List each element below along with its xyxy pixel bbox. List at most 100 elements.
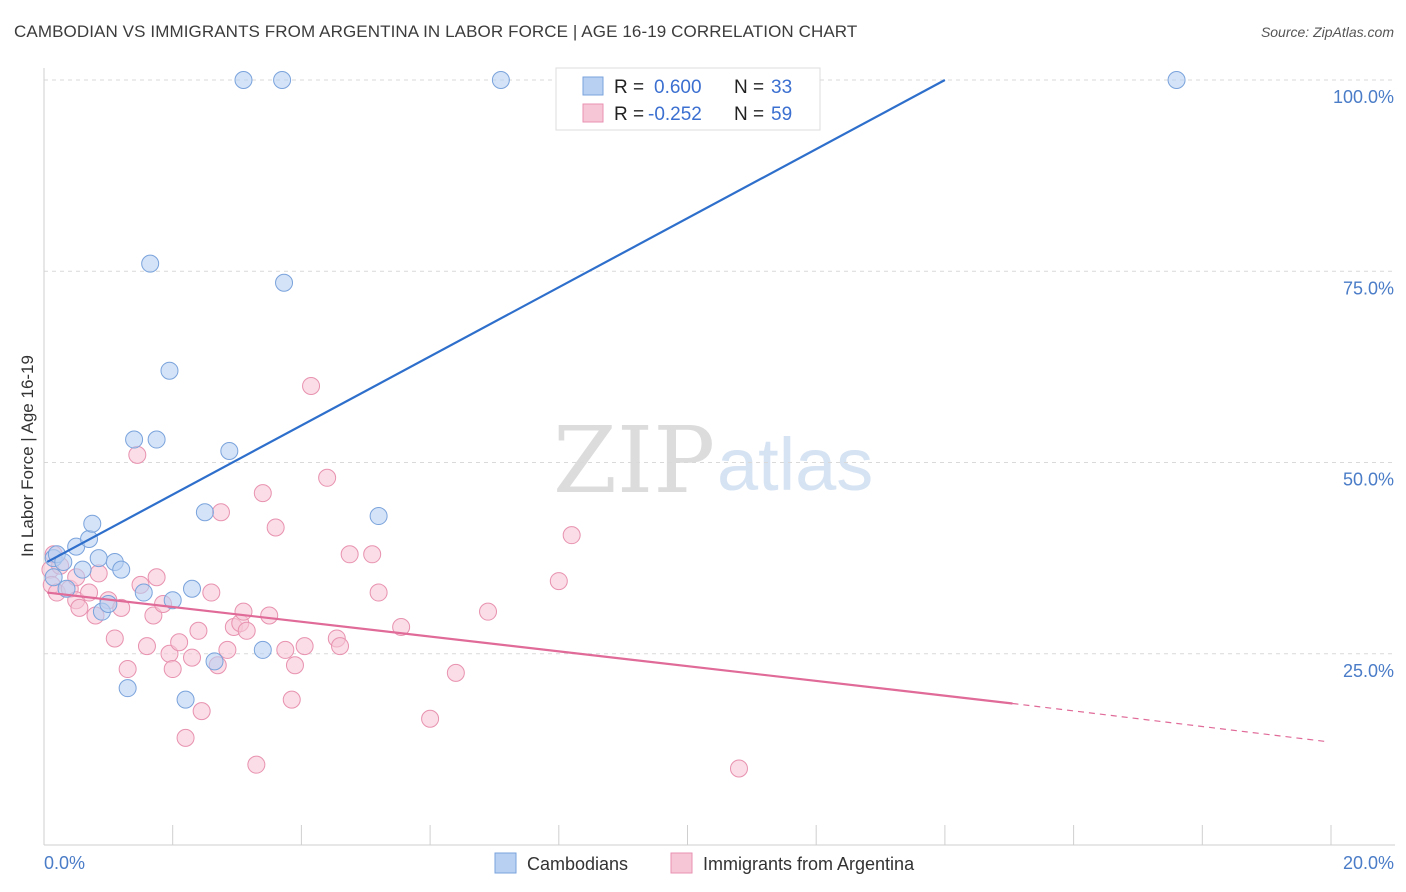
point-argentina-18 [137, 637, 156, 656]
point-argentina-55 [479, 602, 498, 621]
point-cambodians-28 [273, 71, 292, 89]
point-argentina-25 [176, 728, 195, 747]
point-argentina-16 [128, 445, 147, 464]
legend-n-value-2: 59 [771, 104, 792, 125]
point-cambodians-29 [275, 273, 294, 292]
axes [43, 68, 1395, 846]
x-tick-label-min: 0.0% [44, 853, 85, 873]
watermark-zip: ZIP [553, 407, 715, 514]
point-cambodians-4 [57, 579, 76, 598]
grid-lines [44, 79, 1395, 655]
point-argentina-28 [192, 702, 211, 721]
legend-n-label-2: N = [734, 104, 764, 125]
point-argentina-50 [363, 545, 382, 564]
point-argentina-56 [549, 572, 568, 591]
watermark: ZIP atlas [553, 407, 873, 514]
y-axis-label: In Labor Force | Age 16-19 [18, 355, 37, 557]
point-argentina-24 [170, 633, 189, 652]
point-argentina-45 [302, 377, 321, 395]
trend-line-argentina-extension [1012, 702, 1328, 743]
point-argentina-49 [340, 545, 359, 564]
y-tick-labels: 25.0% 50.0% 75.0% 100.0% [1333, 87, 1394, 681]
x-tick-label-max: 20.0% [1343, 853, 1394, 873]
point-argentina-11 [89, 564, 108, 583]
point-argentina-40 [266, 518, 285, 537]
point-argentina-37 [247, 755, 266, 774]
point-argentina-44 [295, 637, 314, 656]
point-argentina-54 [446, 663, 465, 682]
series-cambodians [44, 71, 1186, 709]
legend-n-label-1: N = [734, 77, 764, 98]
point-argentina-46 [318, 468, 337, 487]
point-cambodians-8 [83, 514, 102, 533]
point-argentina-57 [562, 526, 581, 545]
bottom-legend-swatch-argentina [670, 852, 693, 874]
legend-swatch-argentina [582, 103, 604, 123]
y-tick-label-0: 25.0% [1343, 661, 1394, 681]
point-argentina-23 [163, 660, 182, 679]
point-cambodians-19 [160, 361, 179, 380]
point-cambodians-22 [183, 579, 202, 598]
bottom-legend-swatch-cambodians [494, 852, 517, 874]
point-cambodians-27 [253, 640, 272, 659]
point-argentina-29 [202, 583, 221, 602]
bottom-legend-label-argentina: Immigrants from Argentina [703, 854, 915, 874]
point-argentina-32 [218, 640, 237, 659]
point-argentina-52 [392, 617, 411, 636]
y-tick-label-2: 75.0% [1343, 278, 1394, 298]
y-tick-label-3: 100.0% [1333, 87, 1394, 107]
point-argentina-58 [729, 759, 748, 778]
watermark-atlas: atlas [717, 423, 873, 506]
point-cambodians-6 [73, 560, 92, 579]
point-cambodians-14 [118, 679, 137, 698]
point-cambodians-1 [44, 568, 63, 587]
point-argentina-27 [189, 621, 208, 640]
x-ticks [43, 825, 1332, 845]
point-cambodians-20 [163, 591, 182, 610]
point-argentina-13 [105, 629, 124, 648]
legend-r-value-2: -0.252 [648, 104, 702, 125]
point-argentina-53 [421, 709, 440, 728]
point-cambodians-24 [205, 652, 224, 671]
point-cambodians-25 [220, 442, 239, 461]
point-cambodians-23 [195, 503, 214, 522]
source-attribution: Source: ZipAtlas.com [1260, 24, 1394, 40]
legend-r-label-1: R = [614, 77, 644, 98]
point-argentina-41 [276, 640, 295, 659]
point-cambodians-16 [134, 583, 153, 602]
legend: R = 0.600 N = 33 R = -0.252 N = 59 [555, 67, 821, 131]
point-cambodians-18 [147, 430, 166, 449]
bottom-legend-label-cambodians: Cambodians [527, 854, 628, 874]
point-argentina-31 [211, 503, 230, 522]
point-cambodians-13 [112, 560, 131, 579]
point-argentina-20 [147, 568, 166, 587]
trend-line-argentina [47, 591, 1013, 705]
point-argentina-19 [144, 606, 163, 625]
point-cambodians-31 [491, 71, 510, 89]
point-cambodians-30 [369, 507, 388, 526]
chart-title: CAMBODIAN VS IMMIGRANTS FROM ARGENTINA I… [14, 22, 858, 41]
point-argentina-48 [331, 637, 350, 656]
point-argentina-35 [234, 602, 253, 621]
point-cambodians-17 [141, 254, 160, 273]
point-argentina-36 [237, 621, 256, 640]
point-cambodians-32 [1167, 71, 1186, 89]
point-argentina-42 [282, 690, 301, 709]
point-argentina-43 [285, 656, 304, 675]
point-cambodians-21 [176, 690, 195, 709]
bottom-legend: Cambodians Immigrants from Argentina [494, 852, 915, 874]
trend-lines [46, 79, 1328, 743]
point-cambodians-26 [234, 71, 253, 89]
point-argentina-39 [260, 606, 279, 625]
point-argentina-26 [183, 648, 202, 667]
point-cambodians-9 [89, 549, 108, 568]
point-argentina-38 [253, 484, 272, 503]
legend-n-value-1: 33 [771, 77, 792, 98]
trend-line-cambodians [46, 79, 946, 563]
point-cambodians-15 [125, 430, 144, 449]
point-argentina-15 [118, 660, 137, 679]
point-argentina-51 [369, 583, 388, 602]
legend-swatch-cambodians [582, 76, 604, 96]
legend-r-value-1: 0.600 [654, 77, 702, 98]
